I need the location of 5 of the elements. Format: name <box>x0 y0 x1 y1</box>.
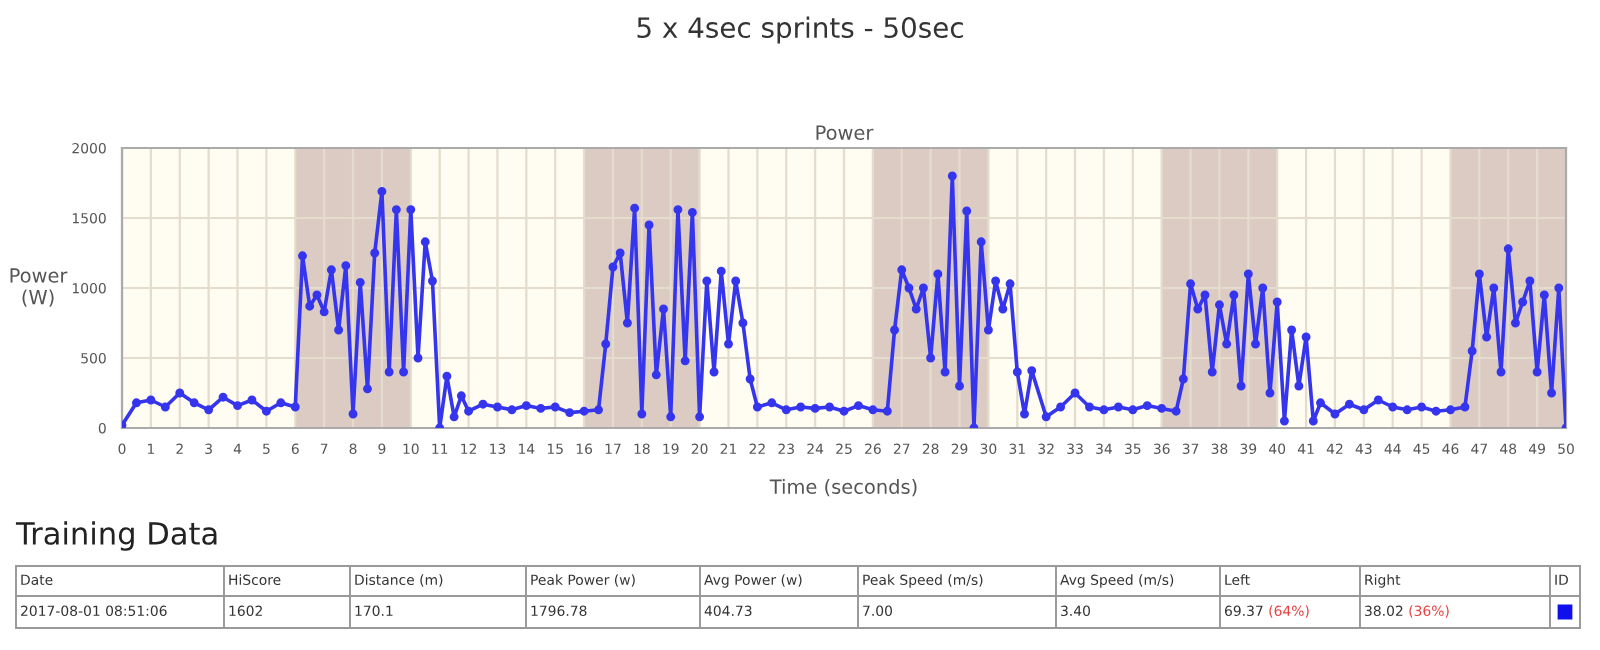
x-axis-title: Time (seconds) <box>769 478 917 497</box>
y-axis-title: Power (W) <box>10 268 68 307</box>
chart-title: 5 x 4sec sprints - 50sec <box>637 16 963 44</box>
text: Training Data <box>15 521 217 551</box>
chart-subtitle: Power <box>816 125 874 140</box>
